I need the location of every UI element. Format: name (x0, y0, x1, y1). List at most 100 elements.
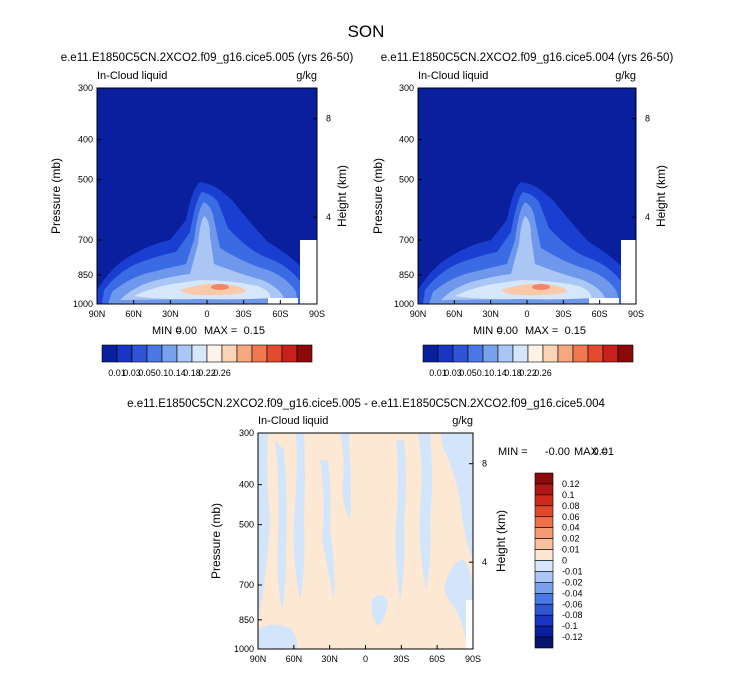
panel-diff-missing (466, 600, 473, 649)
colorbar-diff-label: 0.1 (562, 490, 575, 500)
colorbar-diff-label: -0.01 (562, 566, 583, 576)
panel-left-xtick-label: 30N (162, 309, 179, 319)
colorbar-left-box (191, 344, 208, 363)
panel-left-ylabel: Pressure (mb) (49, 158, 63, 234)
colorbar-diff-label: -0.04 (562, 588, 583, 598)
panel-diff-ytick-label: 300 (239, 428, 254, 438)
panel-left-max-label: MAX = (204, 325, 237, 337)
panel-left-xtick-label: 90S (309, 309, 325, 319)
colorbar-diff-label: -0.06 (562, 599, 583, 609)
colorbar-left-box (116, 344, 133, 363)
panel-right-case-title: e.e11.E1850C5CN.2XCO2.f09_g16.cice5.004 … (381, 52, 674, 64)
panel-diff-ytick-label: 850 (239, 615, 254, 625)
panel-diff-max-label: MAX = (574, 446, 607, 458)
panel-diff-units: g/kg (452, 415, 473, 427)
colorbar-left-box (101, 344, 118, 363)
panel-right-xtick-label: 60N (446, 309, 463, 319)
panel-left-ytick-label: 850 (78, 270, 93, 280)
colorbar-right-box (542, 344, 559, 363)
colorbar-diff-label: 0 (562, 556, 567, 566)
panel-right-ytick-label: 700 (399, 235, 414, 245)
panel-diff-ylabel: Pressure (mb) (209, 503, 223, 579)
panel-diff-negative-patch-9 (444, 560, 473, 649)
colorbar-left-box (176, 344, 193, 363)
panel-left-ylabel-right: Height (km) (335, 165, 349, 227)
panel-left-axes: 90N 60N 30N 0 30S 60S 90S 300 400 500 700 850 1000 8 4 (73, 83, 331, 319)
colorbar-left-label: 0.26 (213, 368, 231, 378)
colorbar-right-box (437, 344, 454, 363)
panel-diff-max-value: 0.01 (593, 446, 614, 458)
panel-diff-xtick-label: 60S (429, 654, 445, 664)
panel-right-ytick-label: 300 (399, 83, 414, 93)
panel-left-ytick-right-label: 4 (326, 212, 331, 222)
panel-left-missing-1 (268, 298, 298, 304)
panel-left-max-value: 0.15 (244, 325, 265, 337)
colorbar-right-box (617, 344, 634, 363)
panel-right-maximum (532, 284, 550, 290)
panel-left-variable: In-Cloud liquid (97, 70, 167, 82)
colorbar-right-box (602, 344, 619, 363)
colorbar-right-box (587, 344, 604, 363)
colorbar-diff-label: 0.01 (562, 545, 580, 555)
colorbar-diff-box (534, 516, 554, 528)
colorbar-right: 0.010.030.05 0.1 0.140.180.220.26 (422, 344, 634, 378)
colorbar-diff-label: 0.06 (562, 512, 580, 522)
colorbar-left-box (281, 344, 298, 363)
panel-diff-xtick-label: 60N (286, 654, 303, 664)
panel-diff-negative-patch-8 (440, 433, 473, 560)
panel-diff-xtick-label: 90N (250, 654, 267, 664)
panel-left-missing-2 (300, 240, 317, 304)
panel-left-xtick-label: 30S (236, 309, 252, 319)
panel-diff-negative-patch-6 (395, 440, 406, 600)
panel-diff-xtick-label: 0 (363, 654, 368, 664)
colorbar-diff-label: 0.08 (562, 501, 580, 511)
panel-diff-plot-area (258, 433, 473, 649)
colorbar-left-box (206, 344, 223, 363)
panel-right-xtick-label: 90N (410, 309, 427, 319)
colorbar-right-label: 0.03 (444, 368, 462, 378)
colorbar-diff-box (534, 603, 554, 616)
panel-diff-axes: 90N 60N 30N 0 30S 60S 90S 300 400 500 700 850 1000 8 4 (234, 428, 487, 664)
colorbar-diff-label: -0.12 (562, 632, 583, 642)
panel-right-missing-2 (621, 240, 636, 304)
panel-right-ylabel: Pressure (mb) (371, 158, 385, 234)
colorbar-diff-label: -0.02 (562, 577, 583, 587)
colorbar-left: 0.010.030.05 0.1 0.140.180.220.26 (101, 344, 313, 378)
panel-diff-xtick-label: 90S (465, 654, 481, 664)
colorbar-right-label: 0.26 (534, 368, 552, 378)
colorbar-right-box (482, 344, 499, 363)
colorbar-diff-box (534, 582, 554, 594)
colorbar-left-box (251, 344, 268, 363)
colorbar-left-label: 0.05 (138, 368, 156, 378)
colorbar-right-label: 0.1 (477, 368, 490, 378)
colorbar-diff-label: -0.1 (562, 621, 578, 631)
panel-right-ytick-label: 500 (399, 175, 414, 185)
panel-right-xtick-label: 90S (628, 309, 644, 319)
panel-right-ytick-label: 400 (399, 135, 414, 145)
colorbar-left-box (131, 344, 148, 363)
panel-diff-min-value: -0.00 (545, 446, 570, 458)
panel-diff-ytick-right-label: 8 (482, 459, 487, 469)
panel-right-units: g/kg (615, 70, 636, 82)
panel-diff-ytick-label: 400 (239, 480, 254, 490)
panel-left: e.e11.E1850C5CN.2XCO2.f09_g16.cice5.005 … (49, 52, 353, 337)
colorbar-diff-box (534, 527, 554, 539)
colorbar-right-label: 0.18 (504, 368, 522, 378)
panel-diff-ytick-label: 700 (239, 580, 254, 590)
colorbar-right-label: 0.01 (429, 368, 447, 378)
panel-diff-negative-patch-11 (371, 595, 388, 626)
colorbar-diff-box (534, 593, 554, 605)
panel-right-min-label: MIN = (473, 325, 503, 337)
colorbar-diff-box (534, 571, 554, 583)
panel-diff-ytick-right-label: 4 (482, 557, 487, 567)
panel-diff-negative-patch-7 (418, 433, 432, 590)
colorbar-diff-label: 0.12 (562, 479, 580, 489)
colorbar-diff-box (534, 494, 554, 507)
colorbar-diff-box (534, 538, 554, 550)
panel-diff-ytick-label: 500 (239, 520, 254, 530)
colorbar-diff-label: 0.04 (562, 523, 580, 533)
panel-left-ytick-label: 500 (78, 175, 93, 185)
colorbar-diff-box (534, 625, 554, 638)
panel-left-ytick-label: 300 (78, 83, 93, 93)
panel-left-ytick-right-label: 8 (326, 114, 331, 124)
